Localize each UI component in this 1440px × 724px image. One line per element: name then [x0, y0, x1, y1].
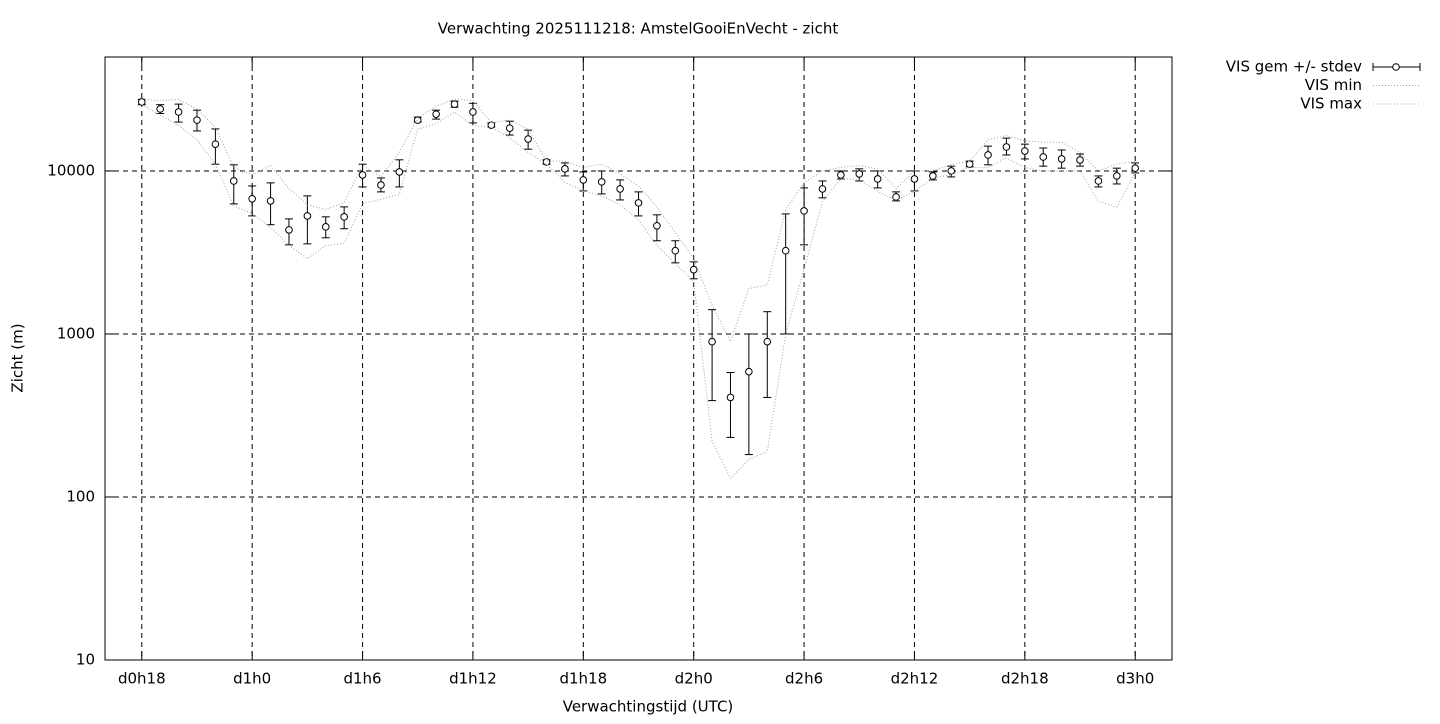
x-tick-label: d1h0 — [233, 670, 271, 688]
error-bar — [781, 213, 790, 335]
data-point — [524, 135, 532, 143]
data-point — [413, 116, 422, 124]
x-tick-label: d1h6 — [343, 670, 381, 688]
x-tick-label: d2h6 — [785, 670, 823, 688]
y-tick-label: 100 — [66, 487, 95, 505]
x-tick-label: d1h18 — [559, 670, 607, 688]
legend-swatch — [1392, 63, 1400, 71]
data-point — [1021, 147, 1029, 155]
error-bar — [726, 372, 735, 438]
data-point — [229, 177, 238, 185]
data-point — [597, 178, 606, 186]
legend-label: VIS gem +/- stdev — [1226, 58, 1362, 76]
y-tick-label: 10000 — [47, 161, 95, 179]
data-point — [634, 199, 643, 207]
x-tick-label: d1h12 — [449, 670, 497, 688]
data-point — [395, 168, 404, 176]
data-point — [321, 223, 330, 231]
range-line — [141, 104, 1136, 480]
error-bar — [708, 309, 717, 402]
data-point — [1113, 172, 1121, 180]
range-line — [141, 98, 1136, 343]
data-point — [800, 207, 808, 215]
plot-frame — [104, 56, 1173, 661]
data-point — [616, 185, 624, 193]
data-point — [285, 226, 293, 234]
data-point — [837, 171, 845, 179]
data-point — [266, 197, 275, 205]
y-tick-label: 1000 — [57, 324, 95, 342]
data-point — [1039, 153, 1048, 161]
chart-title: Verwachting 2025111218: AmstelGooiEnVech… — [438, 20, 839, 38]
data-point — [377, 181, 385, 189]
data-point — [947, 167, 956, 175]
data-point — [303, 212, 312, 220]
y-axis-label: Zicht (m) — [9, 323, 27, 392]
data-point — [1057, 155, 1066, 163]
data-point — [1076, 156, 1084, 164]
x-tick-label: d2h18 — [1001, 670, 1049, 688]
data-point — [984, 151, 992, 159]
data-point — [542, 158, 551, 166]
x-tick-label: d3h0 — [1116, 670, 1154, 688]
data-point — [156, 105, 164, 113]
data-point — [781, 246, 790, 255]
data-point — [873, 175, 882, 183]
data-point — [193, 116, 201, 124]
data-point — [487, 121, 496, 129]
data-point — [579, 176, 588, 184]
data-point — [1002, 143, 1011, 151]
legend-label: VIS max — [1300, 95, 1362, 113]
data-point — [745, 367, 753, 376]
error-bar — [744, 333, 753, 456]
data-point — [174, 108, 183, 116]
data-point — [469, 108, 477, 116]
data-point — [726, 393, 735, 402]
data-point — [671, 246, 680, 255]
data-point — [1094, 177, 1103, 185]
data-point — [689, 265, 698, 274]
error-bar — [763, 311, 772, 398]
data-point — [561, 165, 569, 173]
data-point — [432, 110, 440, 118]
data-point — [763, 337, 772, 346]
x-tick-label: d2h0 — [675, 670, 713, 688]
data-point — [505, 124, 514, 132]
data-point — [248, 194, 256, 203]
x-axis-label: Verwachtingstijd (UTC) — [563, 698, 734, 716]
data-point — [708, 337, 716, 346]
data-point — [211, 140, 220, 148]
data-point — [450, 100, 459, 108]
data-point — [818, 185, 827, 193]
y-tick-label: 10 — [76, 651, 95, 669]
data-point — [358, 171, 367, 179]
data-point — [965, 160, 974, 168]
data-point — [653, 221, 661, 230]
x-tick-label: d2h12 — [891, 670, 939, 688]
data-point — [340, 213, 348, 221]
data-point — [855, 170, 864, 178]
x-tick-label: d0h18 — [118, 670, 166, 688]
legend-label: VIS min — [1305, 76, 1362, 94]
error-bar — [800, 187, 809, 246]
data-point — [1131, 164, 1140, 172]
data-point — [910, 175, 919, 183]
error-bar — [303, 195, 312, 245]
